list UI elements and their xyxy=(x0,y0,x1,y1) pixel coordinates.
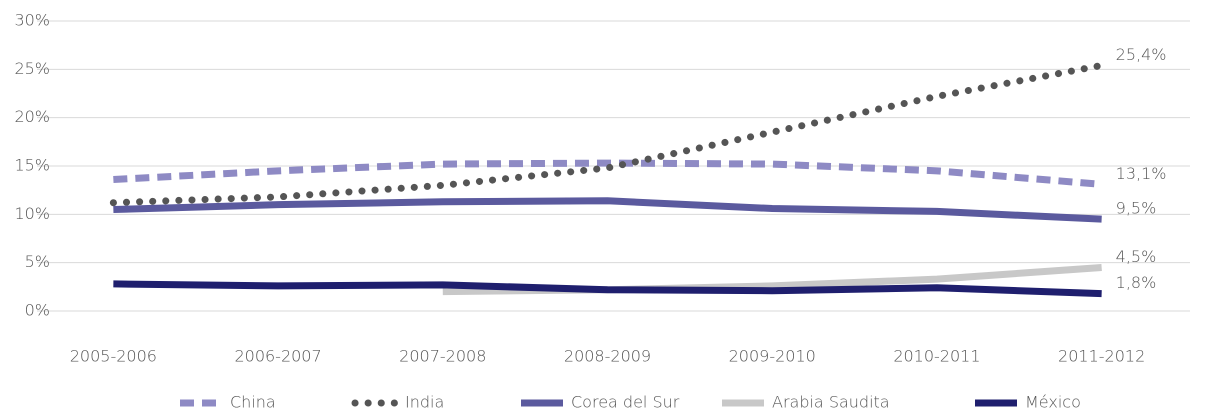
legend-label: China xyxy=(230,393,276,411)
data-label: 9,5% xyxy=(1116,199,1157,218)
series-line xyxy=(109,61,1106,207)
legend-label: Corea del Sur xyxy=(571,393,680,411)
series-line xyxy=(113,280,1102,298)
data-label: 25,4% xyxy=(1116,45,1167,64)
y-tick-label: 15% xyxy=(14,156,50,175)
legend-label: Arabia Saudita xyxy=(772,393,890,411)
data-label: 1,8% xyxy=(1116,273,1157,292)
y-tick-label: 25% xyxy=(14,59,50,78)
y-tick-label: 20% xyxy=(14,107,50,126)
x-tick-label: 2007-2008 xyxy=(399,347,486,366)
y-tick-label: 0% xyxy=(25,301,50,320)
x-tick-label: 2006-2007 xyxy=(234,347,321,366)
legend-label: México xyxy=(1025,393,1081,411)
x-tick-label: 2005-2006 xyxy=(70,347,157,366)
x-tick-label: 2009-2010 xyxy=(729,347,816,366)
y-tick-label: 5% xyxy=(25,252,50,271)
series-line xyxy=(113,159,1102,188)
y-tick-label: 30% xyxy=(14,11,50,30)
x-tick-label: 2011-2012 xyxy=(1058,347,1145,366)
data-label: 4,5% xyxy=(1116,247,1157,266)
legend-label: India xyxy=(405,393,444,411)
x-tick-label: 2010-2011 xyxy=(893,347,980,366)
series-line xyxy=(113,197,1102,223)
x-tick-label: 2008-2009 xyxy=(564,347,651,366)
y-tick-label: 10% xyxy=(14,204,50,223)
data-label: 13,1% xyxy=(1116,164,1167,183)
